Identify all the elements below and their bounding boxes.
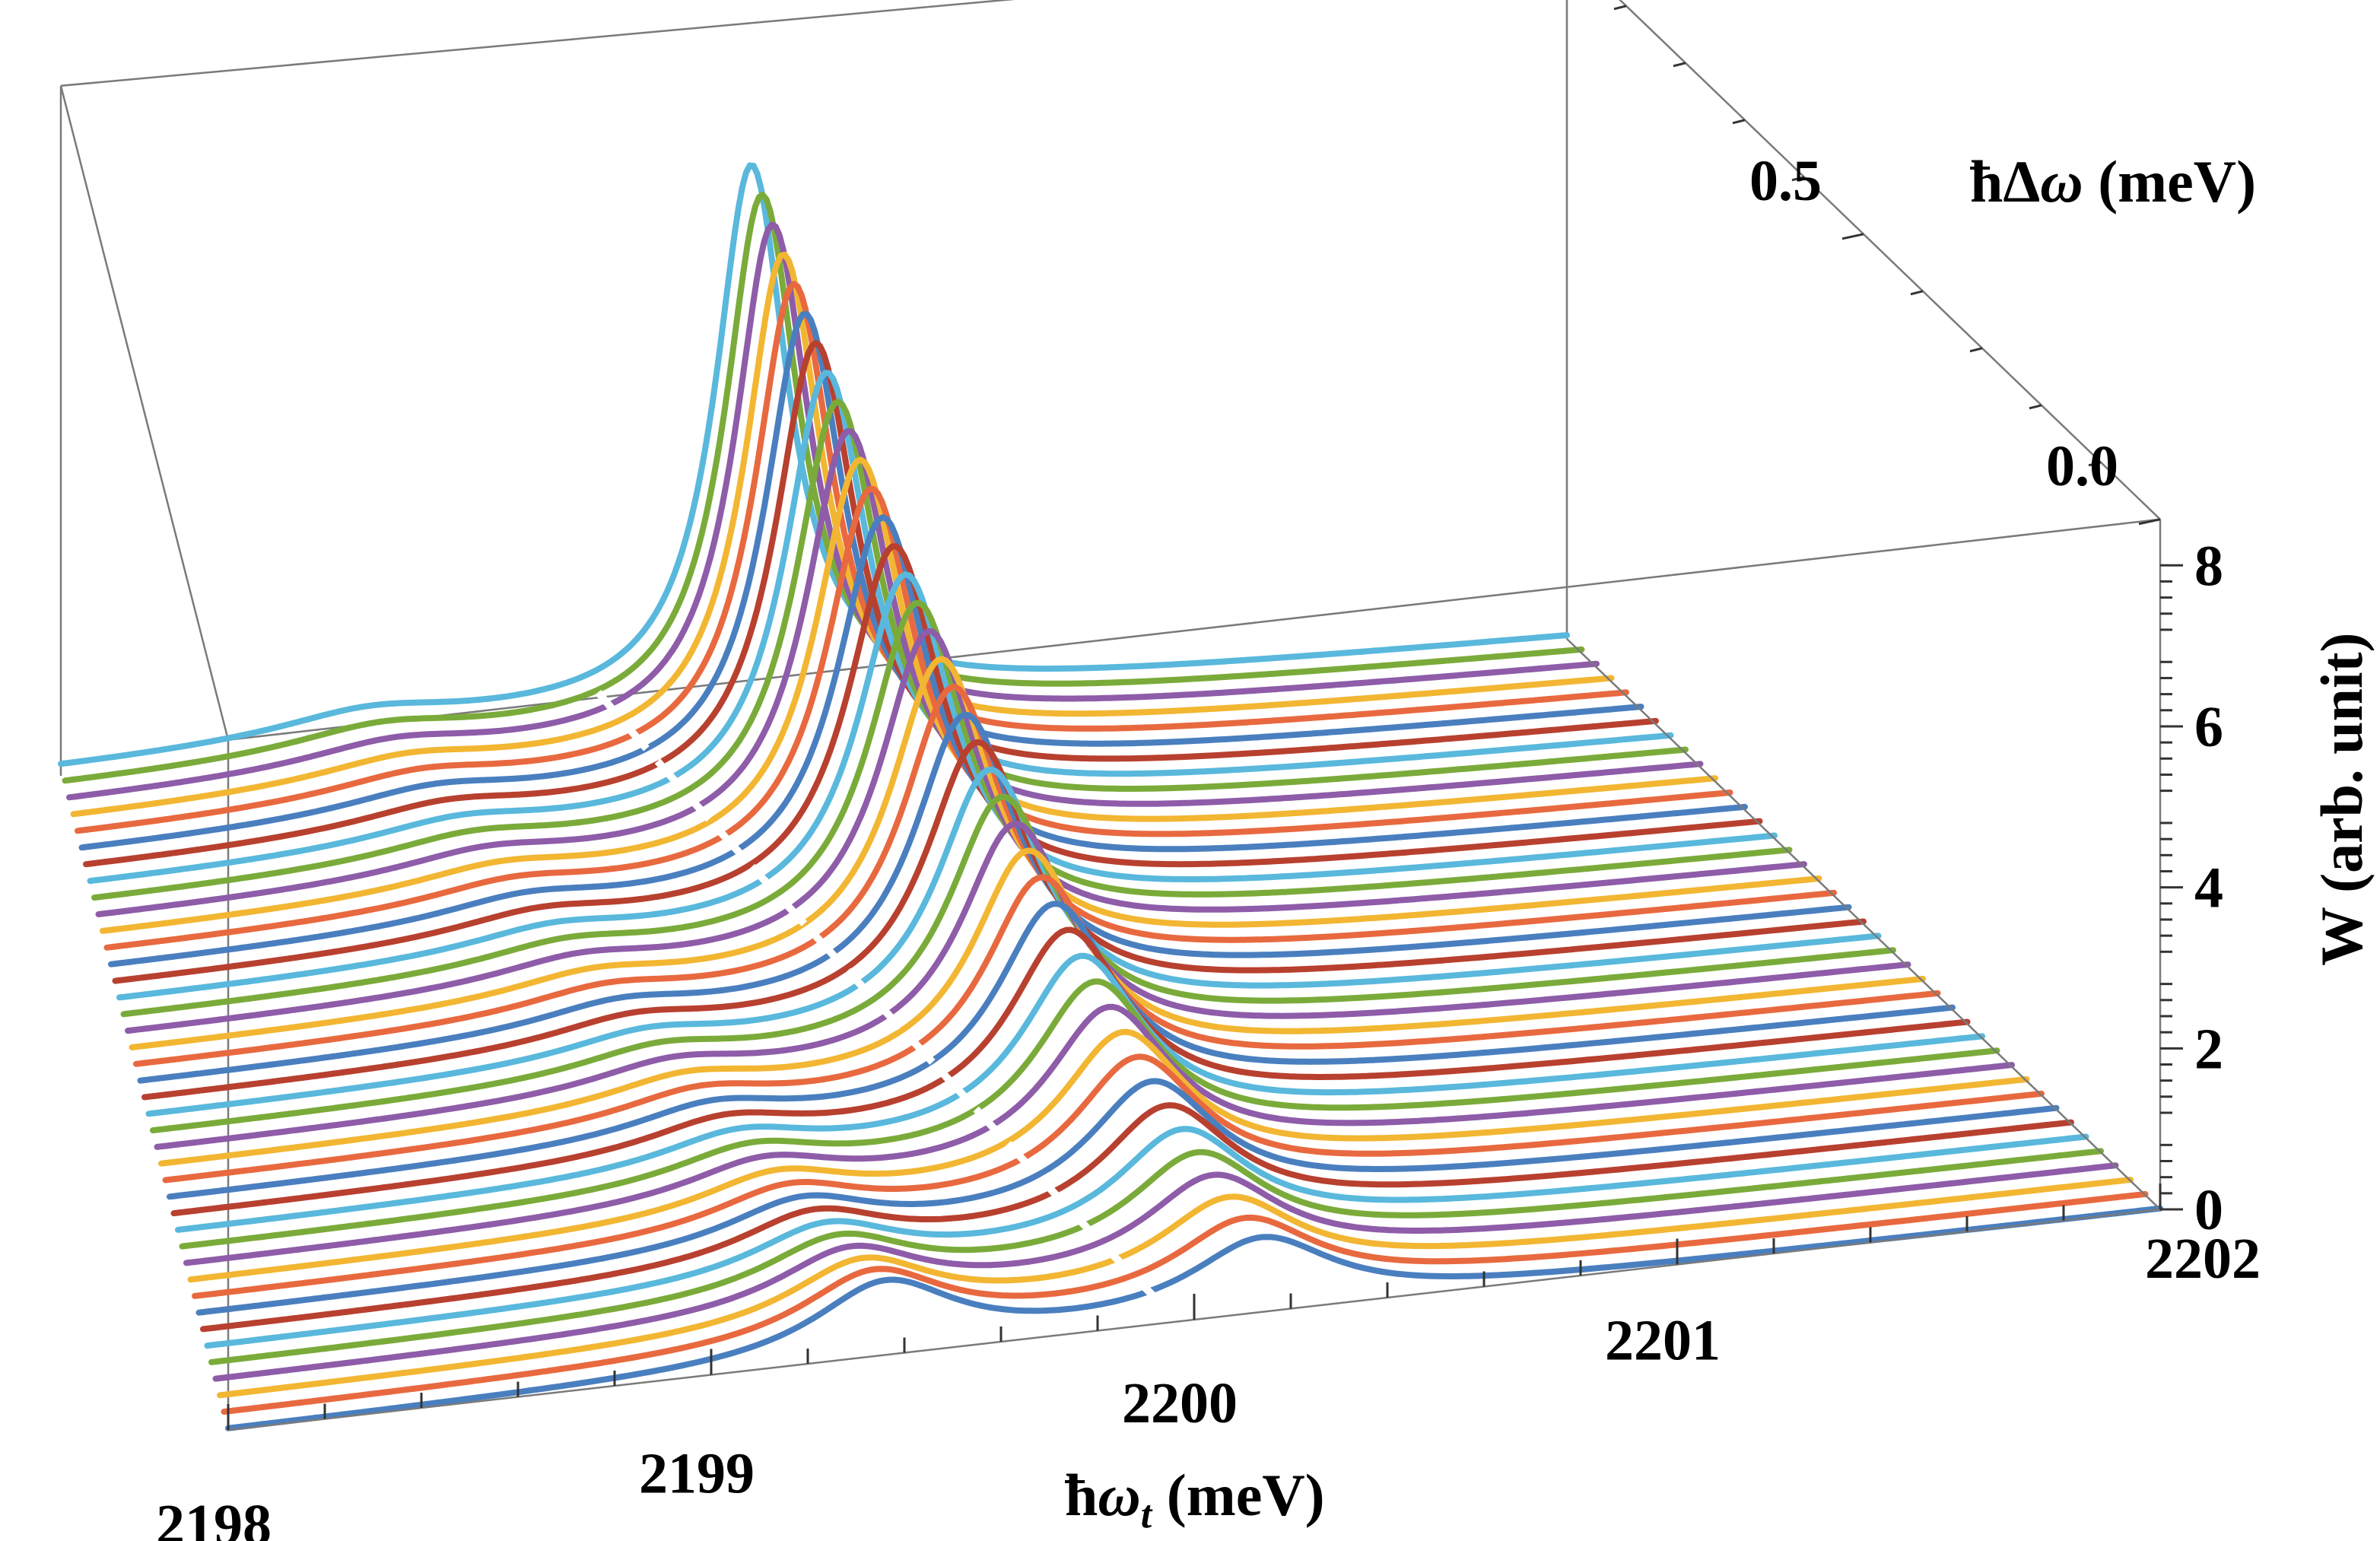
spectral-traces — [58, 162, 2163, 1431]
trace-40 — [58, 162, 1570, 767]
y-tick-label: 0.0 — [2046, 434, 2118, 498]
trace-7 — [195, 1078, 2060, 1316]
y-minor-tick — [2029, 404, 2042, 410]
trace-17 — [154, 821, 1911, 1150]
z-tick-label: 4 — [2194, 856, 2223, 920]
trace-25 — [120, 599, 1793, 1018]
trace-11 — [179, 978, 2000, 1250]
trace-39 — [62, 192, 1585, 784]
z-tick-label: 6 — [2194, 695, 2223, 759]
x-tick-label: 2200 — [1122, 1371, 1238, 1435]
y-tick-mark — [1841, 233, 1864, 240]
trace-33 — [87, 370, 1674, 885]
x-tick-label: 2198 — [156, 1493, 272, 1541]
trace-1 — [221, 1190, 2149, 1415]
x-tick-label: 2201 — [1605, 1309, 1721, 1373]
z-tick-label: 2 — [2194, 1017, 2223, 1081]
y-minor-tick — [1732, 119, 1746, 125]
z-tick-label: 0 — [2194, 1178, 2223, 1242]
trace-32 — [91, 399, 1689, 901]
y-minor-tick — [1969, 347, 1983, 353]
trace-28 — [108, 514, 1748, 967]
trace-13 — [170, 926, 1971, 1217]
x-tick-label: 2202 — [2145, 1227, 2261, 1291]
trace-5 — [204, 1126, 2089, 1349]
y-minor-tick — [1673, 62, 1686, 68]
x-axis-title: ħωt (meV) — [1065, 1462, 1325, 1536]
z-tick-label: 8 — [2194, 534, 2223, 598]
y-axis-tick-labels: 0.00.51.0 — [1749, 149, 2118, 498]
trace-15 — [162, 874, 1941, 1184]
z-axis-tick-labels: 0 2 4 6 8 — [2194, 534, 2223, 1242]
y-minor-tick — [1613, 5, 1627, 11]
box-edge-top-left — [59, 85, 230, 741]
bounding-box-front — [227, 519, 2162, 1431]
trace-8 — [192, 1053, 2045, 1299]
ridge-guide-line — [595, 689, 1162, 1305]
trace-29 — [103, 485, 1733, 951]
trace-37 — [70, 251, 1615, 818]
trace-30 — [100, 456, 1718, 934]
axis-ticks — [227, 5, 2183, 1430]
trace-23 — [129, 656, 1822, 1050]
trace-18 — [150, 793, 1896, 1134]
y-minor-tick — [1910, 290, 1924, 296]
trace-10 — [183, 1003, 2015, 1266]
y-minor-tick — [2088, 461, 2102, 467]
box-edge-top-back — [60, 0, 1015, 87]
y-axis-title: ħΔω (meV) — [1970, 148, 2256, 214]
trace-2 — [217, 1177, 2134, 1399]
trace-3 — [212, 1162, 2119, 1382]
trace-4 — [208, 1148, 2104, 1365]
y-tick-label: 0.5 — [1749, 149, 1822, 213]
trace-16 — [158, 847, 1926, 1167]
y-tick-mark — [2138, 518, 2161, 526]
box-edge-bottom-right — [1566, 638, 2161, 1210]
y-minor-tick — [1791, 176, 1805, 182]
trace-9 — [187, 1028, 2030, 1283]
trace-6 — [200, 1102, 2074, 1333]
z-axis-title: W (arb. unit) — [2309, 633, 2375, 966]
x-axis-tick-labels: 2198 2199 2200 2201 2202 — [156, 1227, 2261, 1541]
x-tick-label: 2199 — [639, 1442, 755, 1506]
trace-12 — [175, 952, 1985, 1233]
trace-19 — [145, 766, 1882, 1117]
trace-0 — [225, 1205, 2163, 1431]
trace-27 — [112, 543, 1763, 984]
trace-36 — [75, 281, 1629, 834]
trace-14 — [167, 901, 1956, 1200]
